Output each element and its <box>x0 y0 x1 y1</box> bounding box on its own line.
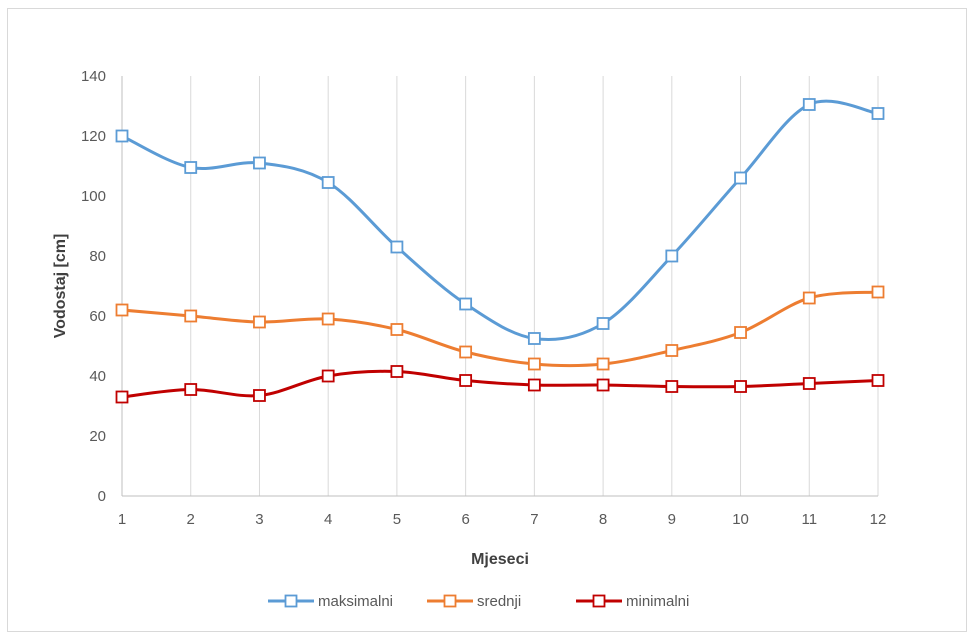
data-point-maksimalni <box>253 156 266 170</box>
data-point-maksimalni <box>184 161 198 174</box>
data-point-srednji <box>459 345 473 359</box>
data-point-minimalni <box>802 377 816 390</box>
series-line-maksimalni <box>120 99 880 342</box>
data-point-minimalni <box>527 378 541 392</box>
x-tick-label: 5 <box>393 511 401 528</box>
y-tick-label: 80 <box>89 248 106 265</box>
data-point-srednji <box>390 323 404 336</box>
legend-label-maksimalni: maksimalni <box>318 593 393 610</box>
x-tick-label: 6 <box>461 511 469 528</box>
x-tick-label: 10 <box>732 511 749 528</box>
chart-area <box>7 8 967 632</box>
data-point-srednji <box>802 291 816 305</box>
data-point-minimalni <box>871 374 885 387</box>
data-point-maksimalni <box>527 332 541 345</box>
x-tick-label: 9 <box>668 511 676 528</box>
legend-marker-minimalni <box>592 594 606 608</box>
legend-marker-srednji <box>443 594 457 608</box>
x-axis-title: Mjeseci <box>471 551 529 568</box>
x-tick-label: 7 <box>530 511 538 528</box>
data-point-srednji <box>115 303 129 317</box>
data-point-maksimalni <box>459 297 473 311</box>
x-tick-label: 11 <box>801 511 817 528</box>
data-point-srednji <box>665 344 679 357</box>
x-tick-label: 3 <box>255 511 263 528</box>
data-point-maksimalni <box>596 317 610 330</box>
data-point-srednji <box>253 315 266 329</box>
data-point-minimalni <box>321 369 335 383</box>
y-tick-label: 100 <box>81 188 106 205</box>
data-point-srednji <box>527 357 541 371</box>
data-point-minimalni <box>665 380 679 393</box>
data-point-minimalni <box>459 374 473 387</box>
data-point-minimalni <box>184 383 198 396</box>
data-point-maksimalni <box>115 129 129 143</box>
data-point-srednji <box>734 326 747 339</box>
data-point-maksimalni <box>665 249 679 263</box>
data-point-srednji <box>871 285 885 299</box>
y-tick-label: 140 <box>81 68 106 85</box>
x-tick-label: 1 <box>118 511 126 528</box>
data-point-minimalni <box>253 389 266 402</box>
y-tick-label: 120 <box>81 128 106 145</box>
x-tick-label: 12 <box>870 511 887 528</box>
y-axis-title: Vodostaj [cm] <box>52 234 69 339</box>
x-tick-label: 4 <box>324 511 332 528</box>
data-point-maksimalni <box>871 107 885 120</box>
data-point-srednji <box>596 357 610 371</box>
data-point-minimalni <box>115 390 129 404</box>
data-point-srednji <box>321 312 335 326</box>
data-point-minimalni <box>734 380 747 393</box>
data-point-maksimalni <box>321 176 335 189</box>
data-point-maksimalni <box>390 240 404 254</box>
y-tick-label: 20 <box>89 428 106 445</box>
data-point-maksimalni <box>734 171 747 185</box>
y-tick-label: 0 <box>98 488 106 505</box>
legend-marker-maksimalni <box>284 594 298 608</box>
y-tick-label: 60 <box>89 308 106 325</box>
data-point-srednji <box>184 309 198 323</box>
legend-label-minimalni: minimalni <box>626 593 689 610</box>
series-line-minimalni <box>120 369 880 399</box>
data-point-minimalni <box>596 378 610 392</box>
legend-label-srednji: srednji <box>477 593 521 610</box>
x-tick-label: 2 <box>187 511 195 528</box>
series-line-srednji <box>120 290 880 368</box>
x-tick-label: 8 <box>599 511 607 528</box>
data-point-maksimalni <box>802 98 816 111</box>
data-point-minimalni <box>390 365 404 378</box>
y-tick-label: 40 <box>89 368 106 385</box>
